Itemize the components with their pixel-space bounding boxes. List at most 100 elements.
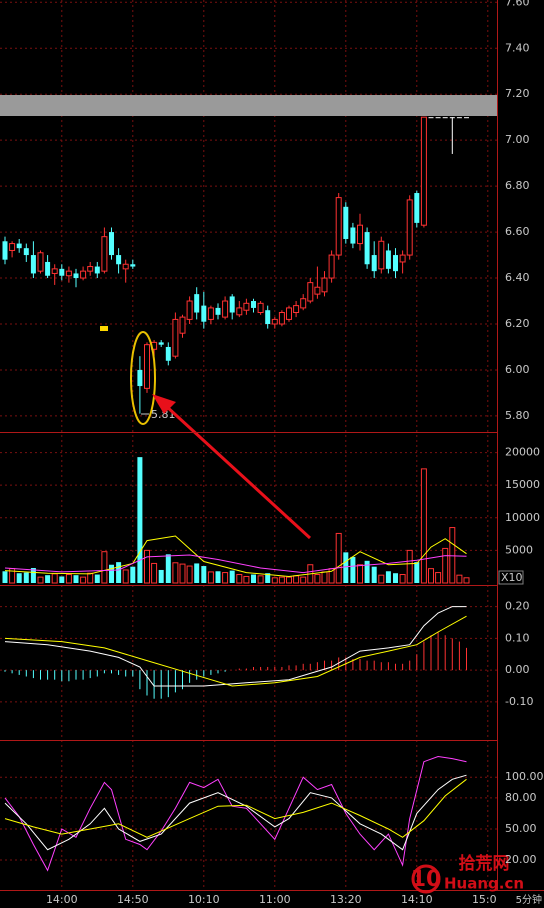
candle-body [137, 369, 143, 387]
volume-bar [151, 562, 158, 584]
y-tick-label: 6.40 [505, 271, 530, 284]
volume-bar [442, 547, 449, 584]
volume-bar [59, 576, 65, 583]
volume-bar [2, 571, 8, 583]
candle-body [87, 266, 94, 272]
candle-body [428, 117, 434, 119]
candle-body [414, 193, 420, 223]
candle-body [229, 296, 235, 313]
candle-body [94, 266, 100, 274]
volume-bar [201, 566, 207, 583]
y-tick-label: 7.40 [505, 41, 530, 54]
candle-body [16, 243, 22, 249]
candle-body [278, 312, 285, 325]
y-tick-label: 6.00 [505, 363, 530, 376]
candle-body [215, 307, 221, 315]
y-tick-label: 20000 [505, 446, 540, 459]
volume-bar [215, 571, 221, 583]
y-tick-label: 7.20 [505, 87, 530, 100]
y-tick-label: 80.00 [505, 791, 537, 804]
candle-body [23, 248, 29, 256]
volume-bar [300, 576, 307, 584]
volume-bar [87, 572, 94, 584]
y-tick-label: 6.60 [505, 225, 530, 238]
volume-bar [229, 570, 235, 583]
volume-bar [406, 549, 413, 584]
series-line [4, 778, 467, 838]
volume-bar [321, 571, 328, 584]
volume-bar [116, 562, 122, 583]
volume-bar [172, 562, 179, 584]
candle-body [393, 255, 398, 272]
candle-body [314, 286, 321, 295]
volume-bar [335, 532, 342, 584]
volume-bar [428, 568, 434, 584]
candle-body [186, 300, 193, 320]
candle-body [101, 236, 108, 272]
volume-bar [414, 562, 420, 583]
volume-unit: X10 [501, 571, 523, 584]
candle-body [243, 302, 250, 311]
y-tick-label: 6.80 [505, 179, 530, 192]
volume-bar [80, 576, 87, 584]
highlight-ellipse [130, 331, 156, 425]
candle-body [464, 117, 469, 119]
volume-bar [343, 552, 349, 583]
volume-bar [101, 551, 108, 584]
series-line [4, 606, 467, 687]
candle-body [116, 255, 122, 265]
candle-body [122, 263, 129, 270]
volume-bar [23, 572, 29, 583]
y-tick-label: 0.20 [505, 600, 530, 613]
candle-body [449, 117, 455, 119]
candle-body [30, 255, 36, 274]
candle-body [442, 117, 448, 119]
candle-body [179, 316, 186, 334]
volume-bar [109, 564, 114, 583]
candle-body [435, 117, 441, 119]
x-tick-label: 13:20 [330, 893, 362, 906]
candle-body [207, 307, 214, 320]
volume-bar [130, 566, 136, 583]
watermark-number: 10 [411, 867, 442, 892]
candle-body [385, 250, 391, 269]
volume-bar [37, 576, 44, 584]
x-tick-label: 14:00 [46, 893, 78, 906]
candle-body [350, 227, 356, 244]
volume-bar [16, 573, 22, 583]
volume-bar [371, 566, 377, 583]
candle-body [321, 277, 328, 293]
candle-body [271, 318, 278, 325]
candle-body [158, 342, 164, 345]
y-tick-label: 50.00 [505, 822, 537, 835]
volume-bar [463, 577, 470, 584]
candle-body [371, 255, 377, 272]
low-label: 5.81 [151, 408, 176, 421]
volume-bar [194, 563, 200, 583]
volume-bar [243, 575, 250, 584]
x-tick-label: 14:50 [117, 893, 149, 906]
candle-body [201, 305, 207, 322]
volume-bar [236, 574, 243, 584]
volume-bar [158, 569, 164, 583]
x-tick-label: 14:10 [401, 893, 433, 906]
candle-body [307, 282, 314, 302]
resistance-band [0, 95, 497, 116]
volume-bar [271, 577, 278, 584]
candle-body [222, 300, 229, 318]
x-tick-label: 10:10 [188, 893, 220, 906]
candle-body [73, 273, 79, 279]
volume-bar [51, 573, 58, 584]
volume-bar [378, 574, 385, 584]
volume-bar [222, 572, 229, 584]
series-line [4, 535, 467, 578]
candle-body [130, 264, 136, 267]
volume-bar [144, 549, 150, 584]
candle-body [406, 199, 413, 256]
candle-body [420, 116, 427, 226]
arrow-head [152, 394, 176, 414]
y-tick-label: 20.00 [505, 853, 537, 866]
series-line [4, 615, 467, 687]
volume-bar [257, 575, 264, 584]
